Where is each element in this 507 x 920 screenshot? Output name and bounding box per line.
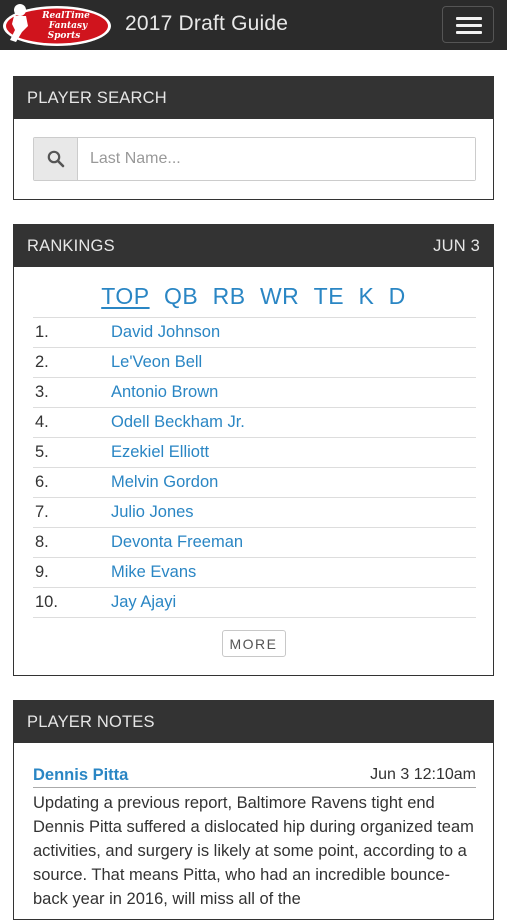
ranking-row: 10. Jay Ajayi — [33, 588, 476, 618]
tab-d[interactable]: D — [388, 283, 406, 309]
tab-rb[interactable]: RB — [212, 283, 246, 309]
rankings-list: 1. David Johnson 2. Le'Veon Bell 3. Antonio… — [33, 317, 476, 618]
rank-number: 8. — [35, 533, 49, 551]
rankings-date: JUN 3 — [433, 236, 480, 255]
player-link[interactable]: Ezekiel Elliott — [111, 443, 210, 461]
ranking-row: 4. Odell Beckham Jr. — [33, 408, 476, 438]
rankings-heading: RANKINGS — [27, 236, 115, 255]
ranking-row: 2. Le'Veon Bell — [33, 348, 476, 378]
player-notes-panel: PLAYER NOTES Dennis Pitta Jun 3 12:10am … — [13, 700, 494, 920]
logo-text-line-2: Fantasy — [48, 21, 88, 31]
player-link[interactable]: Le'Veon Bell — [111, 353, 203, 371]
player-link[interactable]: Antonio Brown — [111, 383, 219, 401]
rankings-header: RANKINGS JUN 3 — [14, 225, 493, 267]
realtime-fantasy-sports-logo[interactable]: RealTime Fantasy Sports — [2, 2, 112, 48]
top-navbar: RealTime Fantasy Sports 2017 Draft Guide — [0, 0, 507, 50]
note-body: Updating a previous report, Baltimore Ra… — [33, 794, 474, 908]
search-field — [33, 137, 476, 181]
logo-text-line-1: RealTime — [41, 11, 90, 21]
note-timestamp: Jun 3 12:10am — [370, 766, 476, 783]
hamburger-icon — [456, 24, 482, 27]
note-player-link[interactable]: Dennis Pitta — [33, 765, 129, 784]
player-link[interactable]: Julio Jones — [111, 503, 194, 521]
player-link[interactable]: Odell Beckham Jr. — [111, 413, 245, 431]
ranking-row: 3. Antonio Brown — [33, 378, 476, 408]
player-link[interactable]: Mike Evans — [111, 563, 197, 581]
player-notes-heading: PLAYER NOTES — [27, 712, 155, 731]
rankings-panel: RANKINGS JUN 3 TOP QB RB WR TE K D 1. Dav… — [13, 224, 494, 676]
tab-wr[interactable]: WR — [259, 283, 300, 309]
rank-number: 6. — [35, 473, 49, 491]
ranking-row: 8. Devonta Freeman — [33, 528, 476, 558]
player-search-header: PLAYER SEARCH — [14, 77, 493, 119]
player-link[interactable]: Devonta Freeman — [111, 533, 244, 551]
last-name-search-input[interactable] — [78, 138, 475, 180]
rank-number: 1. — [35, 323, 49, 341]
search-icon[interactable] — [34, 138, 78, 180]
ranking-row: 7. Julio Jones — [33, 498, 476, 528]
player-search-heading: PLAYER SEARCH — [27, 88, 167, 107]
position-tabs: TOP QB RB WR TE K D — [14, 283, 493, 310]
note-header: Dennis Pitta Jun 3 12:10am — [33, 763, 476, 788]
tab-top[interactable]: TOP — [101, 283, 150, 309]
rank-number: 4. — [35, 413, 49, 431]
more-rankings-button[interactable]: MORE — [221, 630, 286, 657]
hamburger-icon — [456, 17, 482, 20]
tab-te[interactable]: TE — [313, 283, 345, 309]
player-link[interactable]: David Johnson — [111, 323, 221, 341]
rank-number: 3. — [35, 383, 49, 401]
player-search-panel: PLAYER SEARCH — [13, 76, 494, 200]
rank-number: 9. — [35, 563, 49, 581]
ranking-row: 1. David Johnson — [33, 318, 476, 348]
ranking-row: 6. Melvin Gordon — [33, 468, 476, 498]
hamburger-icon — [456, 31, 482, 34]
rank-number: 5. — [35, 443, 49, 461]
rank-number: 7. — [35, 503, 49, 521]
ranking-row: 9. Mike Evans — [33, 558, 476, 588]
logo-text-line-3: Sports — [48, 31, 81, 41]
app-title: 2017 Draft Guide — [125, 12, 289, 35]
tab-k[interactable]: K — [358, 283, 375, 309]
rank-number: 2. — [35, 353, 49, 371]
player-link[interactable]: Melvin Gordon — [111, 473, 219, 491]
rank-number: 10. — [35, 593, 58, 611]
menu-button[interactable] — [442, 6, 494, 43]
ranking-row: 5. Ezekiel Elliott — [33, 438, 476, 468]
tab-qb[interactable]: QB — [163, 283, 199, 309]
player-link[interactable]: Jay Ajayi — [111, 593, 177, 611]
player-notes-header: PLAYER NOTES — [14, 701, 493, 743]
